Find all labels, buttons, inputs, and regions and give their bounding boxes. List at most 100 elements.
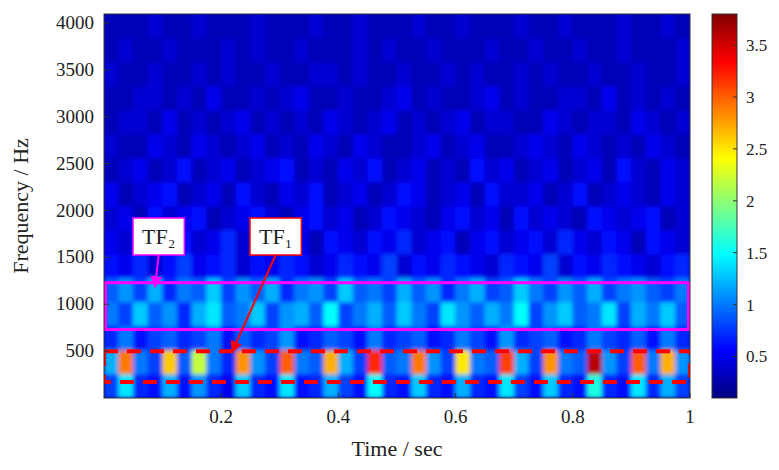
cell <box>353 134 368 159</box>
x-tick-label: 1 <box>685 406 695 427</box>
cell <box>221 206 236 231</box>
cell <box>221 350 236 375</box>
cell <box>236 230 251 255</box>
cell <box>309 302 324 327</box>
cell <box>602 86 617 111</box>
cell <box>353 230 368 255</box>
cell <box>367 134 382 159</box>
cell <box>455 182 470 207</box>
cell <box>616 158 631 183</box>
cell <box>221 38 236 63</box>
cell <box>104 374 119 398</box>
cell <box>485 302 500 327</box>
cell <box>104 38 119 63</box>
cell <box>177 134 192 159</box>
cell <box>133 350 148 375</box>
cell <box>192 62 207 87</box>
cell <box>411 110 426 135</box>
cell <box>587 134 602 159</box>
cell <box>382 110 397 135</box>
cell <box>543 206 558 231</box>
cell <box>441 182 456 207</box>
cells <box>104 14 690 398</box>
cell <box>177 62 192 87</box>
cell <box>280 158 295 183</box>
cell <box>221 182 236 207</box>
cell <box>485 14 500 38</box>
cell <box>309 110 324 135</box>
cell <box>338 206 353 231</box>
cell <box>411 38 426 63</box>
cell <box>470 254 485 279</box>
cell <box>675 350 690 375</box>
cell <box>280 110 295 135</box>
cell <box>660 302 675 327</box>
cell <box>514 38 529 63</box>
cell <box>280 134 295 159</box>
cell <box>485 110 500 135</box>
cell <box>104 86 119 111</box>
cell <box>118 62 133 87</box>
cell <box>646 110 661 135</box>
cell <box>397 158 412 183</box>
cell <box>206 302 221 327</box>
cell <box>646 374 661 398</box>
cell <box>338 86 353 111</box>
cell <box>602 14 617 38</box>
cell <box>470 302 485 327</box>
cell <box>367 374 382 398</box>
cell <box>616 374 631 398</box>
cell <box>162 374 177 398</box>
cell <box>192 134 207 159</box>
cell <box>602 62 617 87</box>
cell <box>323 350 338 375</box>
cell <box>338 14 353 38</box>
cell <box>353 86 368 111</box>
cell <box>367 110 382 135</box>
cell <box>631 110 646 135</box>
cell <box>631 302 646 327</box>
cell <box>455 38 470 63</box>
cell <box>192 230 207 255</box>
cell <box>543 350 558 375</box>
cell <box>470 86 485 111</box>
cell <box>338 134 353 159</box>
cell <box>382 62 397 87</box>
cell <box>250 134 265 159</box>
cell <box>162 38 177 63</box>
cell <box>250 182 265 207</box>
cell <box>631 62 646 87</box>
cell <box>646 182 661 207</box>
cell <box>133 14 148 38</box>
cell <box>675 134 690 159</box>
cell <box>660 374 675 398</box>
cell <box>675 254 690 279</box>
cell <box>206 14 221 38</box>
cell <box>221 62 236 87</box>
cell <box>411 62 426 87</box>
cell <box>206 86 221 111</box>
cell <box>118 302 133 327</box>
cell <box>397 110 412 135</box>
cell <box>367 158 382 183</box>
cell <box>455 230 470 255</box>
cell <box>177 374 192 398</box>
x-tick-label: 0.4 <box>327 406 351 427</box>
cell <box>646 62 661 87</box>
cell <box>338 62 353 87</box>
cell <box>309 62 324 87</box>
y-tick-label: 3000 <box>56 106 94 127</box>
cell <box>118 230 133 255</box>
cell <box>441 350 456 375</box>
cell <box>280 302 295 327</box>
cell <box>162 158 177 183</box>
cell <box>133 374 148 398</box>
cell <box>587 182 602 207</box>
cell <box>206 110 221 135</box>
cell <box>221 110 236 135</box>
plot-background <box>104 14 690 398</box>
cell <box>616 254 631 279</box>
cell <box>426 206 441 231</box>
cell <box>265 62 280 87</box>
cell <box>543 182 558 207</box>
